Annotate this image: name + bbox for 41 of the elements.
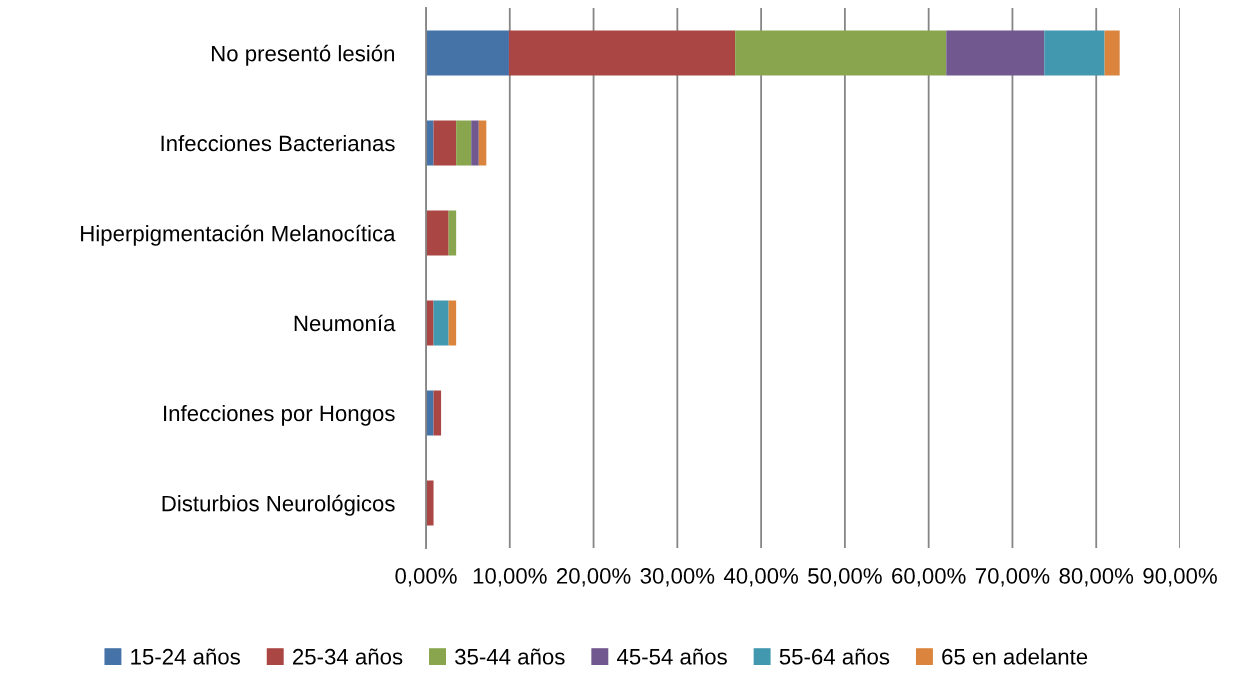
y-tick-label: Disturbios Neurológicos	[162, 494, 395, 516]
bar	[735, 30, 947, 76]
y-tick-label: Infecciones Bacterianas	[161, 134, 395, 152]
y-tick-label: Hiperpigmentación Melanocítica	[81, 224, 396, 246]
bar	[448, 300, 457, 346]
bar	[448, 210, 457, 256]
x-tick-label: 0,00%	[395, 568, 457, 587]
x-tick-label: 80,00%	[1059, 568, 1134, 587]
bar	[1104, 30, 1120, 76]
bar	[433, 300, 449, 346]
bar	[456, 120, 472, 166]
x-tick-label: 40,00%	[723, 568, 799, 587]
legend-label: 65 en adelante	[942, 648, 1088, 665]
bar	[426, 390, 434, 436]
legend-label: 55-64 años	[779, 648, 890, 665]
bar	[426, 210, 449, 256]
bar	[426, 300, 434, 346]
legend-label: 25-34 años	[293, 648, 403, 665]
bar	[1044, 30, 1105, 76]
x-tick-label: 60,00%	[892, 568, 966, 587]
bar	[478, 120, 487, 166]
x-tick-label: 70,00%	[975, 568, 1050, 587]
x-tick-label: 30,00%	[640, 568, 715, 587]
legend-label: 35-44 años	[455, 648, 565, 665]
y-tick-label: No presentó lesión	[211, 44, 395, 66]
bar	[426, 480, 434, 526]
bar	[426, 30, 509, 76]
x-tick-label: 10,00%	[473, 568, 547, 587]
bar	[508, 30, 736, 76]
x-tick-label: 90,00%	[1143, 568, 1217, 587]
bar	[433, 120, 457, 166]
legend-label: 15-24 años	[131, 648, 240, 665]
bar	[433, 390, 442, 436]
legend-label: 45-54 años	[617, 648, 727, 665]
bar	[471, 120, 479, 166]
y-tick-label: Neumonía	[294, 314, 396, 332]
x-tick-label: 20,00%	[556, 568, 631, 587]
x-tick-label: 50,00%	[808, 568, 882, 587]
bar	[426, 120, 434, 166]
y-tick-label: Infecciones por Hongos	[164, 404, 395, 426]
bar	[946, 30, 1045, 76]
